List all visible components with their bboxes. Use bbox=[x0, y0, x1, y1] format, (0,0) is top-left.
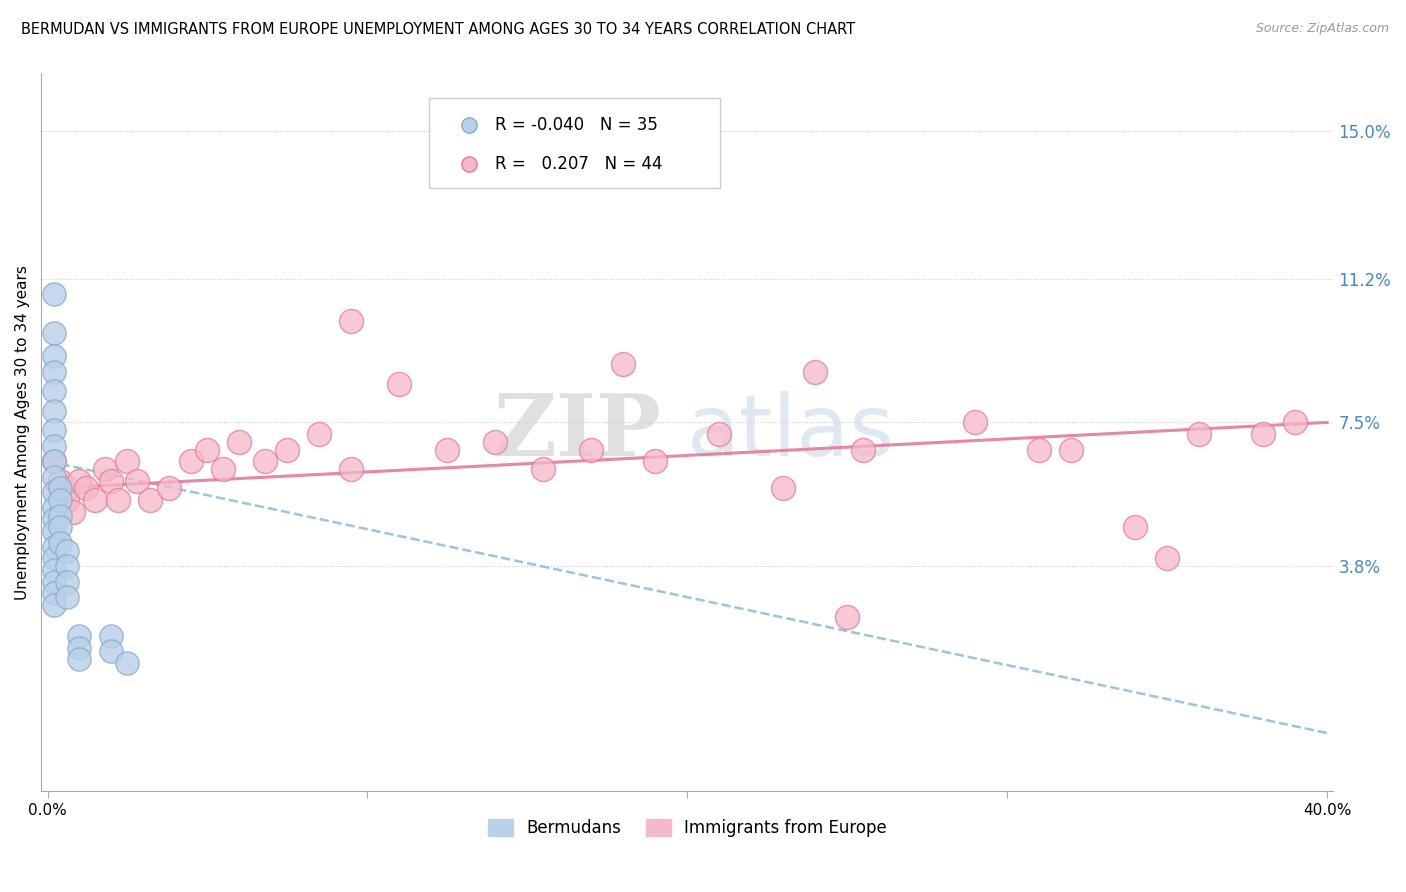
Immigrants from Europe bbox=[49, 474, 72, 488]
Bermudans bbox=[42, 326, 65, 340]
Bermudans bbox=[55, 559, 77, 574]
Immigrants from Europe bbox=[180, 454, 202, 468]
Immigrants from Europe bbox=[69, 474, 91, 488]
Bermudans bbox=[69, 629, 91, 643]
Bermudans bbox=[117, 656, 139, 670]
Immigrants from Europe bbox=[228, 434, 250, 449]
Immigrants from Europe bbox=[117, 454, 139, 468]
Immigrants from Europe bbox=[1284, 416, 1306, 430]
Immigrants from Europe bbox=[1123, 520, 1146, 534]
Immigrants from Europe bbox=[340, 462, 363, 476]
Bermudans bbox=[100, 629, 122, 643]
Legend: Bermudans, Immigrants from Europe: Bermudans, Immigrants from Europe bbox=[481, 813, 894, 844]
Immigrants from Europe bbox=[581, 442, 603, 457]
Immigrants from Europe bbox=[531, 462, 554, 476]
Immigrants from Europe bbox=[125, 474, 148, 488]
Bermudans bbox=[55, 590, 77, 604]
Immigrants from Europe bbox=[1156, 551, 1178, 566]
Bermudans bbox=[42, 404, 65, 418]
Immigrants from Europe bbox=[837, 609, 859, 624]
Immigrants from Europe bbox=[276, 442, 298, 457]
Immigrants from Europe bbox=[212, 462, 235, 476]
Text: BERMUDAN VS IMMIGRANTS FROM EUROPE UNEMPLOYMENT AMONG AGES 30 TO 34 YEARS CORREL: BERMUDAN VS IMMIGRANTS FROM EUROPE UNEMP… bbox=[21, 22, 855, 37]
Bermudans bbox=[49, 520, 72, 534]
Immigrants from Europe bbox=[157, 482, 180, 496]
Immigrants from Europe bbox=[94, 462, 117, 476]
Bermudans bbox=[49, 482, 72, 496]
Bermudans bbox=[42, 439, 65, 453]
Bermudans bbox=[42, 598, 65, 612]
Bermudans bbox=[69, 640, 91, 655]
Bermudans bbox=[42, 454, 65, 468]
Bermudans bbox=[49, 535, 72, 549]
Immigrants from Europe bbox=[62, 505, 84, 519]
Text: R = -0.040   N = 35: R = -0.040 N = 35 bbox=[495, 116, 658, 134]
Bermudans bbox=[42, 485, 65, 500]
Immigrants from Europe bbox=[100, 474, 122, 488]
Bermudans bbox=[42, 384, 65, 399]
Immigrants from Europe bbox=[852, 442, 875, 457]
Immigrants from Europe bbox=[772, 482, 794, 496]
Text: R =   0.207   N = 44: R = 0.207 N = 44 bbox=[495, 154, 662, 173]
Immigrants from Europe bbox=[612, 357, 634, 371]
Bermudans bbox=[42, 540, 65, 554]
Bermudans bbox=[42, 470, 65, 484]
Immigrants from Europe bbox=[253, 454, 276, 468]
Immigrants from Europe bbox=[436, 442, 458, 457]
Immigrants from Europe bbox=[709, 427, 731, 442]
Immigrants from Europe bbox=[965, 416, 987, 430]
Immigrants from Europe bbox=[55, 482, 77, 496]
Immigrants from Europe bbox=[804, 365, 827, 379]
Immigrants from Europe bbox=[1060, 442, 1083, 457]
Bermudans bbox=[42, 586, 65, 600]
Text: atlas: atlas bbox=[688, 391, 896, 474]
Bermudans bbox=[42, 287, 65, 301]
Bermudans bbox=[42, 500, 65, 515]
Immigrants from Europe bbox=[308, 427, 330, 442]
Immigrants from Europe bbox=[388, 376, 411, 391]
Bermudans bbox=[42, 563, 65, 577]
Bermudans bbox=[42, 365, 65, 379]
Text: Source: ZipAtlas.com: Source: ZipAtlas.com bbox=[1256, 22, 1389, 36]
Immigrants from Europe bbox=[1028, 442, 1050, 457]
Bermudans bbox=[55, 543, 77, 558]
Immigrants from Europe bbox=[55, 493, 77, 508]
Immigrants from Europe bbox=[197, 442, 219, 457]
Immigrants from Europe bbox=[340, 314, 363, 328]
Bermudans bbox=[42, 574, 65, 589]
Immigrants from Europe bbox=[1188, 427, 1211, 442]
Immigrants from Europe bbox=[84, 493, 107, 508]
Bermudans bbox=[42, 350, 65, 364]
Bermudans bbox=[100, 644, 122, 658]
Immigrants from Europe bbox=[644, 454, 666, 468]
Y-axis label: Unemployment Among Ages 30 to 34 years: Unemployment Among Ages 30 to 34 years bbox=[15, 265, 30, 599]
Bermudans bbox=[42, 512, 65, 526]
Bermudans bbox=[42, 551, 65, 566]
Text: ZIP: ZIP bbox=[494, 390, 661, 475]
Immigrants from Europe bbox=[107, 493, 129, 508]
Bermudans bbox=[55, 574, 77, 589]
Bermudans bbox=[69, 652, 91, 666]
Immigrants from Europe bbox=[1251, 427, 1274, 442]
Immigrants from Europe bbox=[42, 454, 65, 468]
Immigrants from Europe bbox=[484, 434, 506, 449]
Immigrants from Europe bbox=[139, 493, 162, 508]
Bermudans bbox=[42, 423, 65, 437]
FancyBboxPatch shape bbox=[429, 98, 720, 188]
Immigrants from Europe bbox=[75, 482, 97, 496]
Bermudans bbox=[49, 493, 72, 508]
Bermudans bbox=[42, 524, 65, 538]
Bermudans bbox=[49, 508, 72, 523]
